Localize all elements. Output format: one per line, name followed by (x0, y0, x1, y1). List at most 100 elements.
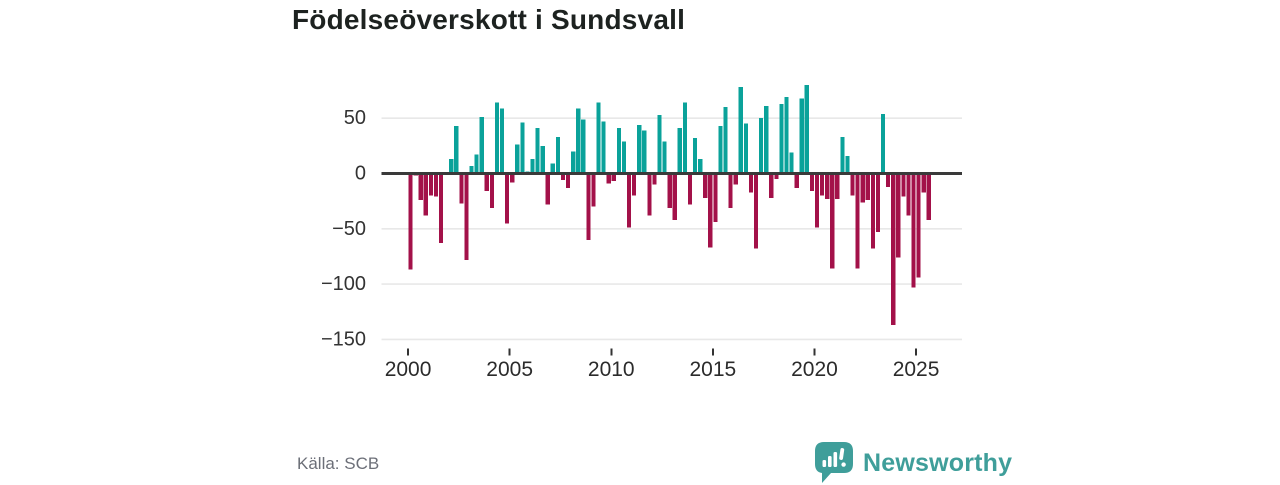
bar-2014Q3 (703, 173, 708, 198)
bar-2000Q1 (408, 173, 413, 270)
bar-2011Q1 (632, 173, 637, 196)
bar-2019Q2 (799, 98, 804, 174)
bar-2021Q1 (835, 173, 840, 199)
bar-2014Q4 (708, 173, 713, 248)
newsworthy-chart-bubble-icon (815, 442, 853, 483)
bar-2011Q3 (642, 130, 647, 174)
bar-2020Q3 (825, 173, 830, 199)
bar-2006Q4 (545, 173, 550, 205)
bar-2012Q4 (667, 173, 672, 208)
bar-2010Q4 (626, 173, 632, 228)
bar-2006Q3 (540, 145, 545, 174)
newsworthy-logo: Newsworthy (814, 441, 1012, 485)
bar-2018Q4 (789, 152, 794, 174)
bar-2025Q2 (921, 173, 926, 193)
bar-2015Q3 (723, 107, 728, 174)
bar-2004Q1 (489, 173, 494, 208)
bar-2015Q4 (728, 173, 733, 208)
bar-2009Q3 (601, 121, 606, 174)
bar-2003Q3 (479, 117, 484, 174)
bar-2012Q3 (662, 141, 667, 174)
bar-2005Q2 (515, 144, 520, 174)
x-tick-label: 2010 (588, 358, 635, 381)
bar-2014Q1 (692, 138, 698, 174)
bar-2007Q3 (560, 173, 566, 181)
bar-2004Q2 (494, 102, 500, 174)
bar-2010Q1 (611, 173, 616, 182)
bar-2021Q4 (850, 173, 855, 196)
bar-2000Q4 (423, 173, 428, 216)
bar-2013Q2 (677, 128, 682, 174)
bar-2019Q1 (794, 173, 799, 188)
bar-2023Q3 (886, 173, 891, 187)
bar-2022Q4 (870, 173, 875, 249)
bar-2015Q2 (718, 125, 723, 174)
bar-2007Q4 (565, 173, 571, 188)
bar-2017Q1 (753, 173, 759, 249)
y-tick-label: −50 (332, 218, 366, 240)
bar-2021Q2 (840, 137, 845, 174)
x-tick (407, 348, 410, 356)
bar-2023Q1 (875, 173, 881, 233)
x-tick-label: 2025 (893, 358, 940, 381)
bar-2022Q1 (855, 173, 860, 269)
bar-2007Q1 (550, 163, 555, 174)
bar-2009Q1 (591, 173, 596, 207)
bar-2003Q1 (469, 165, 474, 174)
bar-2005Q3 (520, 122, 525, 174)
bar-2002Q4 (464, 173, 469, 260)
bar-2000Q3 (418, 173, 423, 201)
bar-2025Q3 (926, 173, 931, 220)
bar-2013Q4 (687, 173, 693, 205)
bar-2024Q4 (911, 173, 916, 288)
bar-2002Q2 (454, 125, 459, 174)
bar-2002Q1 (449, 159, 454, 174)
bar-2021Q3 (845, 155, 850, 174)
bar-2018Q2 (779, 103, 784, 174)
bar-2005Q1 (510, 173, 515, 183)
bar-2007Q2 (555, 137, 561, 174)
bar-2015Q1 (713, 173, 718, 223)
bar-2010Q3 (621, 141, 627, 174)
bar-2018Q1 (774, 173, 779, 180)
bar-2012Q1 (652, 173, 657, 185)
bar-2008Q4 (586, 173, 591, 240)
bar-2024Q2 (901, 173, 906, 197)
x-tick-label: 2000 (385, 358, 432, 381)
x-tick-label: 2005 (486, 358, 533, 381)
bar-2024Q3 (906, 173, 911, 216)
bar-2003Q2 (474, 154, 479, 174)
x-tick (610, 348, 613, 356)
bar-2022Q2 (860, 173, 865, 203)
bar-2003Q4 (484, 173, 489, 192)
y-tick-label: −150 (321, 328, 366, 350)
bar-2006Q1 (530, 159, 535, 174)
bar-2024Q1 (896, 173, 901, 258)
bar-2011Q4 (647, 173, 652, 216)
y-tick-label: −100 (321, 273, 366, 295)
bar-2014Q2 (698, 159, 703, 174)
bar-2023Q4 (891, 173, 896, 326)
bar-2020Q1 (814, 173, 820, 228)
y-tick-label: 50 (344, 107, 366, 129)
bar-2022Q3 (865, 173, 870, 201)
bar-2016Q4 (748, 173, 754, 193)
bar-2002Q3 (459, 173, 464, 204)
bar-2023Q2 (880, 113, 886, 174)
bar-2019Q4 (809, 173, 815, 192)
bar-2017Q2 (759, 118, 764, 174)
bar-2004Q3 (499, 108, 505, 174)
source-label: Källa: SCB (297, 454, 380, 473)
bar-2008Q2 (576, 108, 581, 174)
chart-title: Födelseöverskott i Sundsvall (292, 4, 686, 35)
bar-2025Q1 (916, 173, 921, 278)
bar-2012Q2 (657, 114, 662, 174)
x-tick (915, 348, 918, 356)
bar-2004Q4 (505, 173, 510, 224)
zero-axis-line (381, 172, 962, 175)
bar-2020Q4 (830, 173, 835, 269)
x-tick (711, 348, 714, 356)
bar-2016Q2 (738, 87, 743, 174)
newsworthy-wordmark: Newsworthy (863, 449, 1013, 477)
bar-2017Q4 (769, 173, 774, 198)
